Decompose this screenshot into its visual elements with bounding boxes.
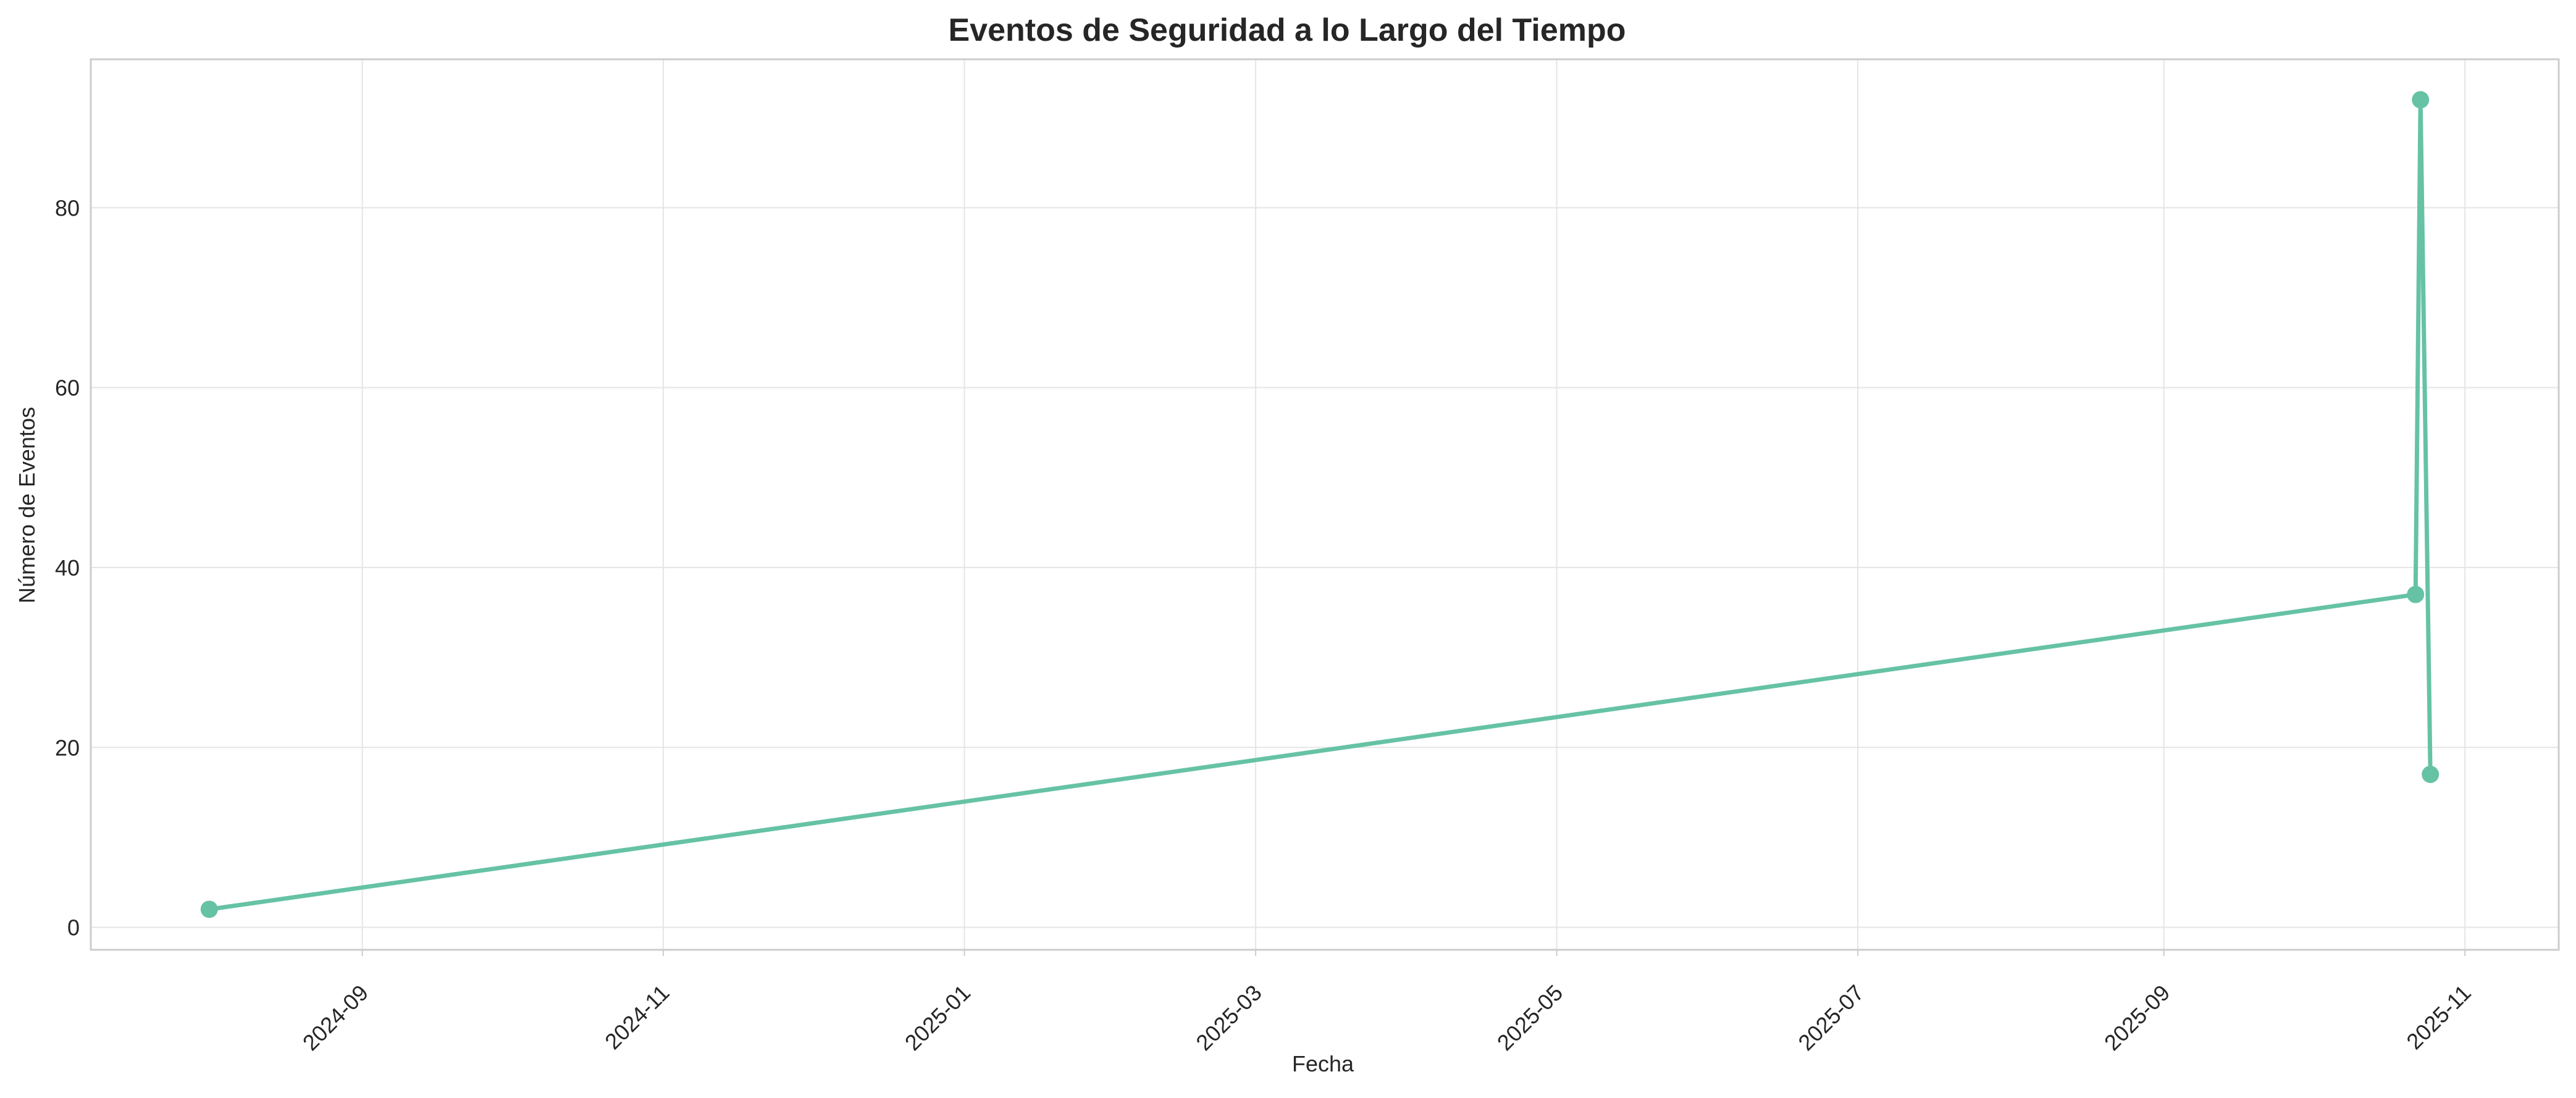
y-tick-label: 20 [55, 735, 80, 760]
y-tick-label: 40 [55, 555, 80, 580]
y-axis-label: Número de Eventos [14, 407, 40, 603]
y-tick-label: 60 [55, 375, 80, 401]
data-point [2412, 91, 2430, 109]
y-axis: 0 20 40 60 80 [55, 195, 80, 940]
data-point [2422, 765, 2440, 783]
gridlines [91, 59, 2559, 950]
x-axis-label: Fecha [1292, 1051, 1354, 1076]
y-tick-label: 80 [55, 195, 80, 220]
chart-title: Eventos de Seguridad a lo Largo del Tiem… [948, 12, 1626, 48]
series-layer [200, 91, 2440, 918]
data-point [2407, 585, 2425, 603]
data-point [200, 900, 218, 918]
y-tick-label: 0 [67, 915, 80, 941]
series-line [207, 98, 2433, 912]
plot-frame [90, 58, 2560, 951]
